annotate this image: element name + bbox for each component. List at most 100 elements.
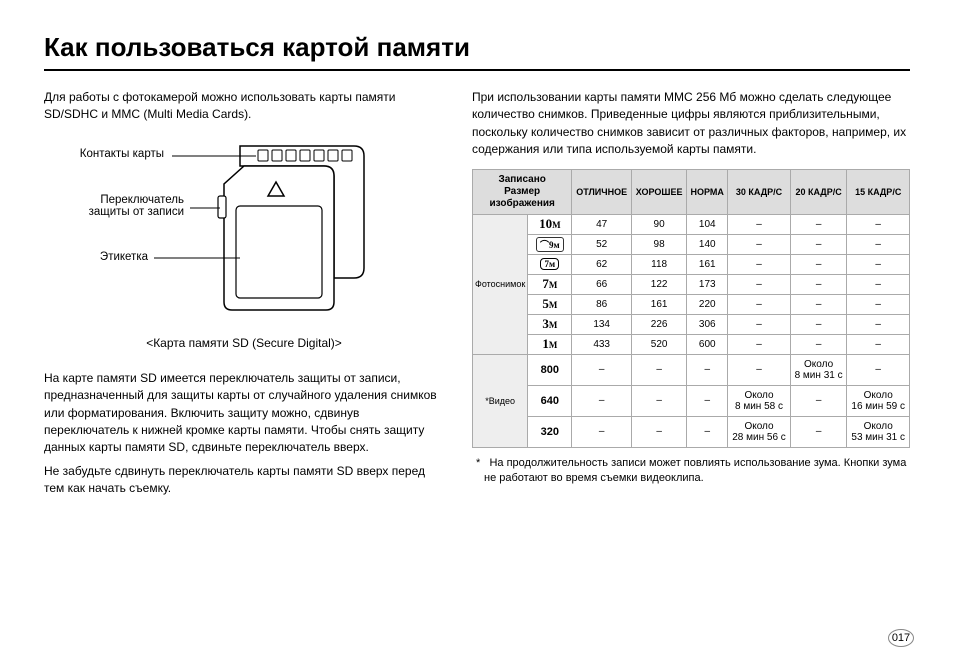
cell: 173 (687, 274, 728, 294)
size-9m-icon: ⌒9м (536, 237, 564, 252)
th-excellent: ОТЛИЧНОЕ (572, 169, 632, 214)
cell: 118 (632, 254, 687, 274)
right-intro: При использовании карты памяти MMC 256 М… (472, 89, 910, 159)
th-30fps: 30 КАДР/С (728, 169, 791, 214)
diagram-label-sticker: Этикетка (44, 251, 148, 263)
wp-l1: Переключатель (100, 194, 184, 206)
cell: – (728, 314, 791, 334)
cell: – (632, 385, 687, 416)
size-3m-icon: 3M (542, 316, 557, 332)
cell: – (790, 294, 847, 314)
cell: – (728, 234, 791, 254)
cell: – (790, 416, 847, 447)
sd-card-svg (44, 138, 444, 328)
table-row: 320 – – – Около 28 мин 56 с – Около 53 м… (473, 416, 910, 447)
cell: 161 (687, 254, 728, 274)
table-row: 7M 66 122 173 – – – (473, 274, 910, 294)
cell: 90 (632, 214, 687, 234)
cell: 98 (632, 234, 687, 254)
cell: 62 (572, 254, 632, 274)
size-cell: 320 (528, 416, 572, 447)
cell: 86 (572, 294, 632, 314)
th-normal: НОРМА (687, 169, 728, 214)
size-10m-icon: 10M (539, 216, 561, 232)
cell: – (847, 274, 910, 294)
cell: – (847, 254, 910, 274)
right-column: При использовании карты памяти MMC 256 М… (472, 89, 910, 504)
th-15fps: 15 КАДР/С (847, 169, 910, 214)
cell: 66 (572, 274, 632, 294)
cell: – (632, 354, 687, 385)
size-cell: 640 (528, 385, 572, 416)
table-head-row: Записано Размер изображения ОТЛИЧНОЕ ХОР… (473, 169, 910, 214)
size-cell: ⌒9м (528, 234, 572, 254)
size-cell: 1M (528, 334, 572, 354)
table-row: 5M 86 161 220 – – – (473, 294, 910, 314)
cell: Около 53 мин 31 с (847, 416, 910, 447)
table-row: Фотоснимок 10M 47 90 104 – – – (473, 214, 910, 234)
left-intro: Для работы с фотокамерой можно использов… (44, 89, 444, 124)
table-row: ⌒9м 52 98 140 – – – (473, 234, 910, 254)
left-paragraph-1: На карте памяти SD имеется переключатель… (44, 370, 444, 457)
cell: – (790, 385, 847, 416)
page-number: 017 (888, 629, 914, 647)
cell: – (728, 334, 791, 354)
capacity-table: Записано Размер изображения ОТЛИЧНОЕ ХОР… (472, 169, 910, 448)
th-good: ХОРОШЕЕ (632, 169, 687, 214)
cell: – (790, 234, 847, 254)
left-paragraph-2: Не забудьте сдвинуть переключатель карты… (44, 463, 444, 498)
sd-card-diagram: Контакты карты Переключатель защиты от з… (44, 138, 444, 328)
cell: – (847, 314, 910, 334)
size-cell: 7м (528, 254, 572, 274)
cell: 122 (632, 274, 687, 294)
cell: 226 (632, 314, 687, 334)
footnote-text: На продолжительность записи может повлия… (484, 457, 906, 484)
cell: 104 (687, 214, 728, 234)
table-row: 1M 433 520 600 – – – (473, 334, 910, 354)
cell: Около 16 мин 59 с (847, 385, 910, 416)
table-body: Фотоснимок 10M 47 90 104 – – – ⌒9м 52 98… (473, 214, 910, 447)
rh-l1: Записано (498, 174, 545, 185)
diagram-label-wpswitch: Переключатель защиты от записи (44, 194, 184, 218)
rh-l2: Размер (504, 186, 540, 197)
cell: – (632, 416, 687, 447)
size-7m-icon: 7M (542, 276, 557, 292)
cell: 134 (572, 314, 632, 334)
cell: – (572, 354, 632, 385)
cell: – (790, 314, 847, 334)
section-photo: Фотоснимок (473, 214, 528, 354)
cell: – (572, 385, 632, 416)
cell: – (847, 234, 910, 254)
footnote: * На продолжительность записи может повл… (472, 456, 910, 487)
cell: – (790, 274, 847, 294)
cell: Около 8 мин 31 с (790, 354, 847, 385)
size-cell: 800 (528, 354, 572, 385)
table-row: 7м 62 118 161 – – – (473, 254, 910, 274)
diagram-caption: <Карта памяти SD (Secure Digital)> (44, 336, 444, 350)
cell: 161 (632, 294, 687, 314)
th-20fps: 20 КАДР/С (790, 169, 847, 214)
size-7m-boxed-icon: 7м (540, 258, 559, 270)
footnote-marker: * (476, 457, 480, 469)
table-row: 640 – – – Около 8 мин 58 с – Около 16 ми… (473, 385, 910, 416)
cell: Около 8 мин 58 с (728, 385, 791, 416)
cell: – (847, 214, 910, 234)
cell: – (728, 354, 791, 385)
left-column: Для работы с фотокамерой можно использов… (44, 89, 444, 504)
cell: – (790, 254, 847, 274)
size-1m-icon: 1M (542, 336, 557, 352)
cell: – (728, 274, 791, 294)
cell: – (847, 334, 910, 354)
cell: 47 (572, 214, 632, 234)
size-cell: 7M (528, 274, 572, 294)
size-cell: 10M (528, 214, 572, 234)
cell: 140 (687, 234, 728, 254)
cell: 220 (687, 294, 728, 314)
cell: – (572, 416, 632, 447)
table-row: *Видео 800 – – – – Около 8 мин 31 с – (473, 354, 910, 385)
two-column-layout: Для работы с фотокамерой можно использов… (44, 89, 910, 504)
wp-l2: защиты от записи (89, 206, 184, 218)
size-5m-icon: 5M (542, 296, 557, 312)
diagram-label-contacts: Контакты карты (44, 148, 164, 160)
cell: – (728, 254, 791, 274)
